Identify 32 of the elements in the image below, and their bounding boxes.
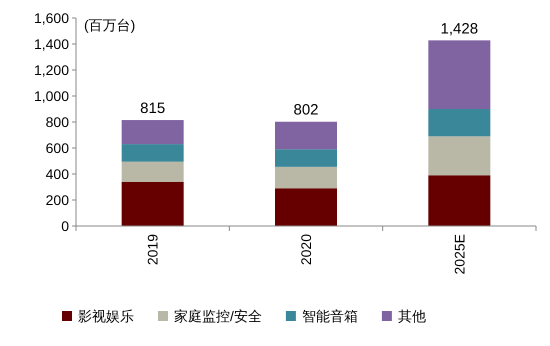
- y-tick-label: 1,400: [34, 36, 70, 52]
- bar: [275, 188, 337, 226]
- x-tick-label: 2020: [298, 234, 314, 266]
- y-tick-label: 800: [46, 114, 70, 130]
- bar: [428, 109, 490, 136]
- bar: [428, 40, 490, 109]
- x-tick-label: 2019: [144, 234, 161, 266]
- bar: [122, 182, 184, 226]
- y-tick-label: 1,000: [34, 88, 70, 104]
- legend-label: 其他: [398, 308, 426, 324]
- bar: [428, 175, 490, 226]
- x-tick-label: 2025E: [451, 234, 468, 274]
- y-axis-title: (百万台): [84, 17, 136, 33]
- total-label: 815: [140, 100, 166, 118]
- bar: [122, 162, 184, 182]
- legend-label: 家庭监控/安全: [174, 308, 262, 324]
- bar: [275, 166, 337, 188]
- y-tick-label: 1,200: [34, 62, 70, 78]
- bar: [275, 122, 337, 150]
- total-label: 802: [293, 102, 319, 119]
- y-tick-label: 0: [61, 218, 70, 234]
- total-label: 1,428: [440, 20, 478, 38]
- legend-label: 智能音箱: [302, 308, 358, 324]
- bar: [275, 149, 337, 167]
- y-tick-label: 600: [46, 140, 70, 156]
- legend-label: 影视娱乐: [78, 308, 134, 324]
- y-tick-label: 1,600: [34, 10, 70, 26]
- bar: [428, 136, 490, 176]
- y-tick-label: 400: [46, 166, 70, 182]
- bar: [122, 120, 184, 144]
- y-tick-label: 200: [46, 192, 70, 208]
- bar: [122, 144, 184, 162]
